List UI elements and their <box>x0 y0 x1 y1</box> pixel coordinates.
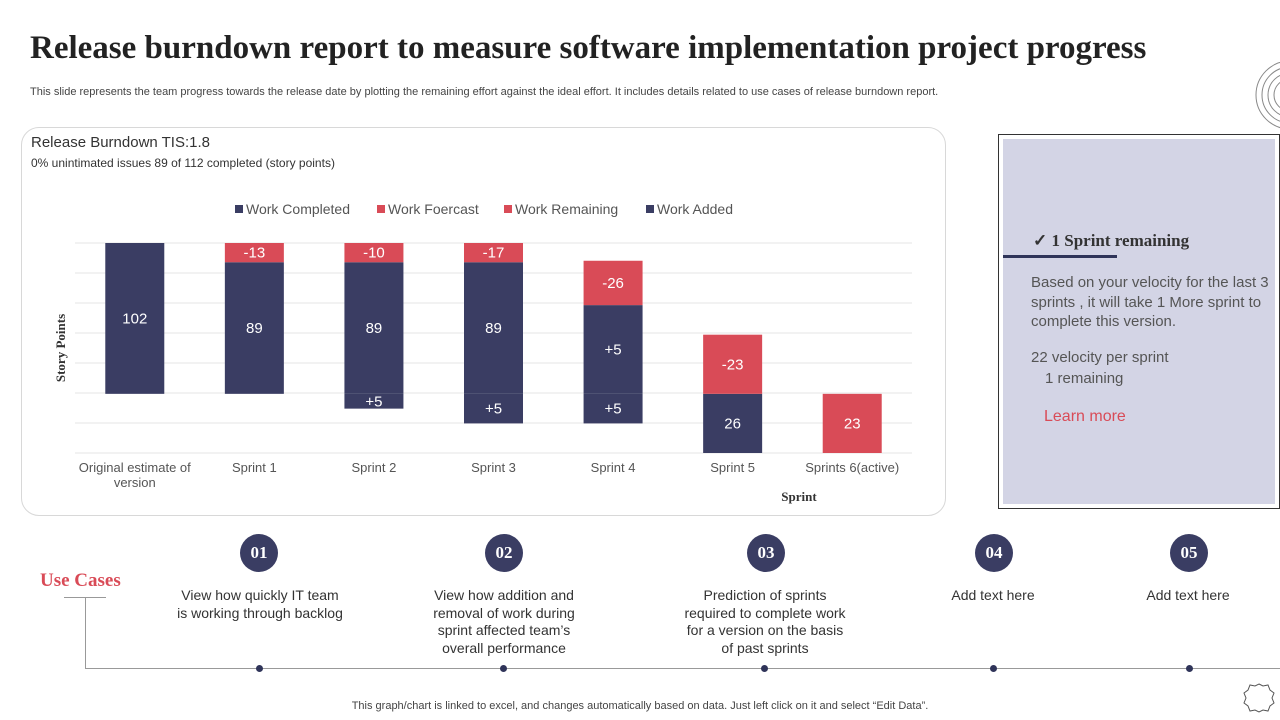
x-tick-label: Original estimate of <box>79 460 191 475</box>
data-label: 89 <box>246 320 263 337</box>
sprint-remaining-heading: ✓ 1 Sprint remaining <box>1033 231 1190 250</box>
bar-segment <box>583 260 643 306</box>
learn-more-link[interactable]: Learn more <box>1044 408 1126 425</box>
use-case-text-1: View how quickly IT team is working thro… <box>177 587 343 621</box>
legend-label: Work Remaining <box>515 201 618 217</box>
use-case-badge-1: 01 <box>240 534 278 572</box>
legend-label: Work Completed <box>246 201 350 217</box>
bar-segment <box>344 393 404 409</box>
footer-note: This graph/chart is linked to excel, and… <box>351 700 929 712</box>
bar-segment <box>583 393 643 424</box>
sprint-summary-background: ✓ 1 Sprint remaining Based on your veloc… <box>1003 139 1275 504</box>
chart-card-summary: 0% unintimated issues 89 of 112 complete… <box>31 156 335 170</box>
timeline-dot-2 <box>500 665 507 672</box>
use-case-badge-4: 04 <box>975 534 1013 572</box>
bar-segment <box>464 262 523 394</box>
velocity-description: Based on your velocity for the last 3 sp… <box>1031 274 1269 330</box>
x-tick-label: Sprint 2 <box>352 460 397 475</box>
bar-segment <box>344 262 404 394</box>
bar-segment <box>464 393 523 424</box>
data-label: +5 <box>605 341 622 358</box>
legend-swatch <box>235 205 243 213</box>
use-case-badge-5: 05 <box>1170 534 1208 572</box>
use-case-text-4: Add text here <box>951 587 1035 603</box>
burndown-chart[interactable]: Work Completed Work Foercast Work Remainin… <box>22 128 947 517</box>
timeline-dot-1 <box>256 665 263 672</box>
x-tick-label: Sprints 6(active) <box>805 460 899 475</box>
use-case-badge-3: 03 <box>747 534 785 572</box>
legend-label: Work Foercast <box>388 201 479 217</box>
sprint-summary-panel: ✓ 1 Sprint remaining Based on your veloc… <box>998 134 1280 509</box>
use-case-badge-2: 02 <box>485 534 523 572</box>
legend-swatch <box>646 205 654 213</box>
data-label: -26 <box>602 275 624 292</box>
bar-segment <box>703 393 763 453</box>
bar-segment <box>583 305 643 394</box>
x-tick-label: Sprint 5 <box>710 460 755 475</box>
data-label: 102 <box>122 310 147 327</box>
use-cases-label: Use Cases <box>40 570 121 591</box>
x-tick-label: version <box>114 475 156 490</box>
data-label: -10 <box>363 245 385 262</box>
bar-segment <box>224 262 284 394</box>
velocity-per-sprint: 22 velocity per sprint <box>1031 349 1169 366</box>
bar-segment <box>105 243 165 394</box>
x-tick-label: Sprint 3 <box>471 460 516 475</box>
data-label: +5 <box>485 401 502 418</box>
x-axis-title: Sprint <box>781 489 817 504</box>
y-axis-title: Story Points <box>53 314 68 382</box>
legend-swatch <box>377 205 385 213</box>
chart-card-title: Release Burndown TIS:1.8 <box>31 134 210 151</box>
page-title: Release burndown report to measure softw… <box>30 30 1147 66</box>
timeline-dot-3 <box>761 665 768 672</box>
bar-segment <box>703 334 763 394</box>
chart-card: Release Burndown TIS:1.8 0% unintimated … <box>21 127 946 516</box>
data-label: +5 <box>365 394 382 411</box>
timeline-line <box>85 668 1280 669</box>
legend-swatch <box>504 205 512 213</box>
heading-underline <box>1003 255 1117 258</box>
x-tick-label: Sprint 4 <box>591 460 636 475</box>
sprints-remaining: 1 remaining <box>1045 370 1124 387</box>
timeline-dot-5 <box>1186 665 1193 672</box>
timeline-dot-4 <box>990 665 997 672</box>
decorative-circles-icon <box>1255 61 1280 129</box>
x-tick-label: Sprint 1 <box>232 460 277 475</box>
data-label: 26 <box>724 415 741 432</box>
data-label: -17 <box>483 245 505 262</box>
data-label: +5 <box>605 401 622 418</box>
data-label: 89 <box>366 320 383 337</box>
use-case-text-5: Add text here <box>1146 587 1230 603</box>
data-label: -23 <box>722 356 744 373</box>
bar-segment <box>822 393 882 453</box>
bar-segment <box>224 243 284 263</box>
use-case-text-2: View how addition and removal of work du… <box>433 587 575 656</box>
bar-segment <box>464 243 523 263</box>
data-label: -13 <box>244 245 266 262</box>
data-label: 23 <box>844 415 861 432</box>
page-subtitle: This slide represents the team progress … <box>30 86 939 98</box>
bar-segment <box>344 243 404 263</box>
use-case-text-3: Prediction of sprints required to comple… <box>684 587 846 656</box>
timeline-connector <box>85 597 86 668</box>
data-label: 89 <box>485 320 502 337</box>
gear-icon <box>1243 683 1275 713</box>
legend-label: Work Added <box>657 201 733 217</box>
